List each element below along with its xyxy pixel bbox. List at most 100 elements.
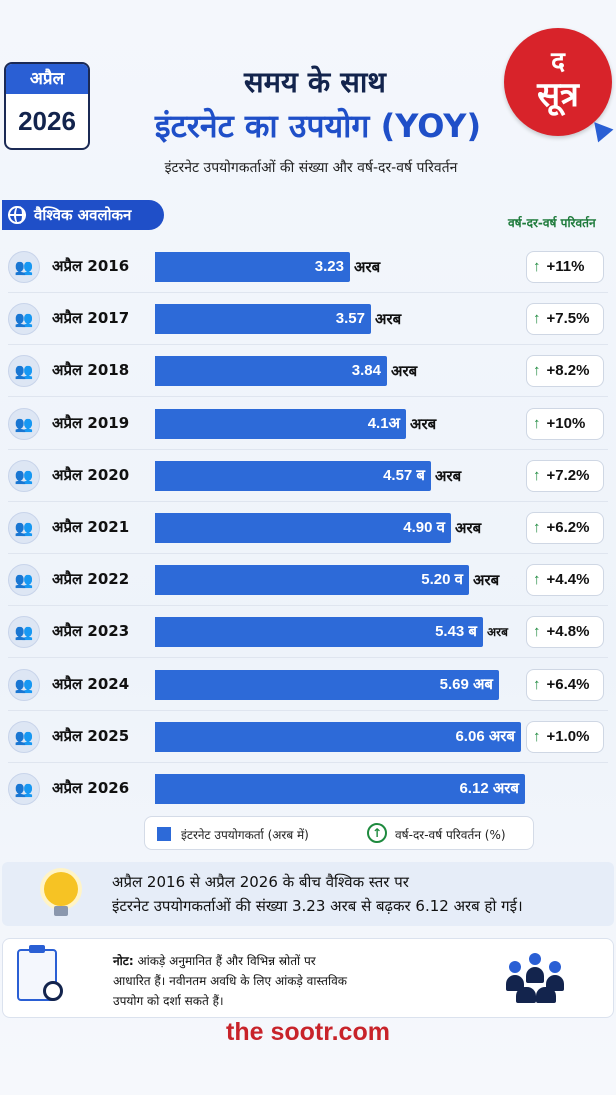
note-body: आंकड़े अनुमानित हैं और विभिन्न स्रोतों प…: [113, 954, 347, 1008]
category-label: अप्रैल 2026: [52, 779, 130, 797]
bar-value-label: 3.84: [351, 362, 381, 380]
yoy-value: +8.2%: [546, 362, 590, 380]
yoy-value: +7.2%: [546, 466, 590, 484]
yoy-chip: ↑ +8.2%: [526, 355, 604, 388]
bar: 3.84: [155, 356, 387, 387]
up-arrow-icon: ↑: [533, 466, 541, 484]
bar: 3.23: [155, 252, 350, 282]
bar: 4.90 व: [155, 513, 451, 543]
bar: 6.12 अरब: [155, 774, 525, 804]
note-text: नोट: आंकड़े अनुमानित हैं और विभिन्न स्रो…: [113, 951, 353, 1011]
chart-row: 👥 अप्रैल 2018 3.84 अरब ↑ +8.2%: [0, 345, 616, 398]
yoy-value: +4.4%: [546, 571, 590, 589]
users-icon: 👥: [8, 668, 40, 701]
row-divider: [8, 500, 608, 502]
footer-site[interactable]: the sootr.com: [226, 1018, 390, 1046]
calendar-year: 2026: [18, 106, 76, 136]
chart-row: 👥 अप्रैल 2019 4.1अ अरब ↑ +10%: [0, 398, 616, 450]
category-label: अप्रैल 2018: [52, 361, 130, 380]
category-label: अप्रैल 2016: [52, 257, 130, 275]
legend-series-label: इंटरनेट उपयोगकर्ता (अरब में): [181, 828, 309, 842]
up-arrow-icon: ↑: [533, 571, 541, 589]
up-arrow-icon: ↑: [533, 519, 541, 536]
magnifier-icon: [43, 981, 63, 1001]
users-icon: 👥: [8, 616, 40, 649]
bar-value-label: 5.43 ब: [435, 623, 477, 641]
up-arrow-icon: ↑: [533, 414, 541, 432]
people-group-icon: [503, 953, 567, 1005]
bar-value-label: 3.23: [314, 258, 344, 275]
bar: 3.57: [155, 304, 371, 335]
up-arrow-icon: ↑: [533, 727, 541, 745]
chart-row: 👥 अप्रैल 2024 5.69 अब ↑ +6.4%: [0, 659, 616, 711]
page-subtitle: इंटरनेट उपयोगकर्ताओं की संख्या और वर्ष-द…: [164, 160, 458, 176]
yoy-value: +7.5%: [546, 310, 590, 328]
row-divider: [8, 396, 608, 398]
chart-row: 👥 अप्रैल 2025 6.06 अरब ↑ +1.0%: [0, 711, 616, 763]
row-divider: [8, 761, 608, 763]
bar: 5.69 अब: [155, 669, 499, 700]
yoy-chip: ↑ +7.5%: [526, 303, 604, 336]
bar-value-label: 5.69 अब: [439, 675, 493, 693]
yoy-chip: ↑ +7.2%: [526, 459, 604, 492]
row-divider: [8, 292, 608, 293]
row-divider: [8, 344, 608, 346]
unit-label: अरब: [435, 466, 462, 485]
category-label: अप्रैल 2023: [52, 622, 130, 641]
users-icon: 👥: [8, 720, 40, 753]
unit-label: अरब: [455, 519, 482, 537]
users-icon: 👥: [8, 564, 40, 597]
legend-swatch: [157, 827, 171, 841]
bar-value-label: 6.12 अरब: [459, 780, 519, 797]
insight-box: अप्रैल 2016 से अप्रैल 2026 के बीच वैश्वि…: [2, 862, 614, 926]
row-divider: [8, 448, 608, 450]
unit-label: अरब: [410, 414, 437, 433]
bar-value-label: 4.90 व: [403, 519, 445, 536]
section-label-text: वैश्विक अवलोकन: [34, 206, 132, 224]
bar-value-label: 6.06 अरब: [455, 727, 515, 745]
chart-row: 👥 अप्रैल 2026 6.12 अरब: [0, 763, 616, 815]
row-divider: [8, 553, 608, 554]
users-icon: 👥: [8, 407, 40, 440]
yoy-chip: ↑ +11%: [526, 251, 604, 283]
row-divider: [8, 605, 608, 607]
row-divider: [8, 709, 608, 711]
category-label: अप्रैल 2021: [52, 518, 130, 536]
unit-label: अरब: [487, 625, 508, 640]
unit-label: अरब: [473, 571, 500, 590]
yoy-chip: ↑ +6.4%: [526, 668, 604, 701]
bar-value-label: 4.1अ: [367, 414, 400, 432]
unit-label: अरब: [354, 258, 381, 276]
bar-value-label: 3.57: [335, 310, 365, 328]
calendar-badge: अप्रैल 2026: [4, 62, 90, 150]
category-label: अप्रैल 2019: [52, 413, 130, 432]
yoy-chip: ↑ +1.0%: [526, 720, 604, 753]
users-icon: 👥: [8, 251, 40, 283]
chart-row: 👥 अप्रैल 2021 4.90 व अरब ↑ +6.2%: [0, 502, 616, 554]
users-icon: 👥: [8, 459, 40, 492]
globe-icon: [8, 206, 26, 224]
chart-row: 👥 अप्रैल 2016 3.23 अरब ↑ +11%: [0, 241, 616, 293]
category-label: अप्रैल 2020: [52, 465, 130, 484]
up-arrow-icon: ↑: [533, 258, 541, 275]
users-icon: 👥: [8, 355, 40, 388]
yoy-value: +1.0%: [546, 727, 590, 745]
up-arrow-icon: ↑: [533, 362, 541, 380]
unit-label: अरब: [375, 310, 402, 329]
chart-row: 👥 अप्रैल 2023 5.43 ब अरब ↑ +4.8%: [0, 606, 616, 659]
yoy-value: +4.8%: [546, 623, 590, 641]
bar-value-label: 5.20 व: [421, 571, 463, 589]
chart-row: 👥 अप्रैल 2017 3.57 अरब ↑ +7.5%: [0, 293, 616, 346]
up-arrow-icon: ↑: [533, 310, 541, 328]
calendar-month: अप्रैल: [6, 64, 88, 94]
bar-value-label: 4.57 ब: [383, 466, 425, 484]
brand-logo[interactable]: द सूत्र: [504, 28, 612, 136]
yoy-chip: ↑ +10%: [526, 407, 604, 440]
note-prefix: नोट:: [113, 954, 134, 968]
category-label: अप्रैल 2017: [52, 309, 130, 328]
category-label: अप्रैल 2024: [52, 674, 130, 693]
logo-text-top: द: [551, 47, 565, 77]
yoy-chip: ↑ +4.4%: [526, 564, 604, 597]
up-arrow-icon: ↑: [533, 623, 541, 641]
chart-row: 👥 अप्रैल 2022 5.20 व अरब ↑ +4.4%: [0, 554, 616, 607]
